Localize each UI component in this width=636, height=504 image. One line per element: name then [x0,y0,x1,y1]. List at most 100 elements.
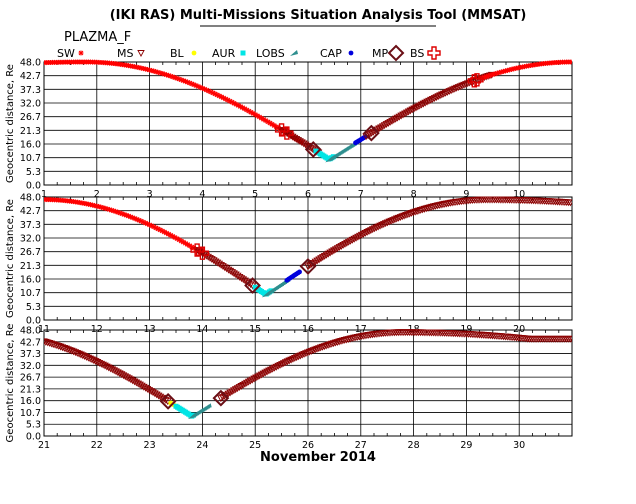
point-ms [428,203,436,211]
point-sw [242,106,248,112]
point-sw [92,203,98,209]
point-sw [178,77,184,83]
point-sw [138,218,144,224]
point-ms [378,221,386,229]
point-sw [140,219,146,225]
point-ms [231,386,240,394]
point-ms [387,217,395,225]
point-ms [292,354,301,362]
point-cap [297,269,302,275]
point-ms [156,393,165,401]
point-ms [414,103,422,111]
point-ms [421,99,429,107]
point-sw [483,74,489,80]
point-ms [326,249,334,257]
point-sw [155,226,161,232]
point-ms [235,384,244,392]
x-tick-label: 23 [144,440,156,451]
point-ms [246,281,255,289]
point-sw [507,67,513,73]
point-ms [423,98,431,106]
point-ms [300,350,308,358]
y-tick-label: 0.0 [26,432,41,443]
point-sw [102,205,108,211]
point-sw [214,92,220,98]
point-ms [272,363,281,371]
point-ms [398,213,407,221]
point-ms [331,246,340,254]
y-tick-label: 32.0 [20,361,41,372]
point-ms [343,239,351,247]
point-ms [330,247,338,255]
point-ms [326,341,334,349]
point-ms [277,126,286,134]
y-tick-label: 16.0 [20,140,41,151]
x-tick-label: 5 [252,189,258,200]
point-sw [189,244,195,250]
point-sw [119,211,125,217]
point-ms [291,355,299,362]
point-ms [388,117,396,125]
point-ms [460,81,468,89]
point-ms [319,254,327,262]
point-ms [316,344,325,352]
y-axis-label: Geocentric distance, Re [5,199,16,318]
y-tick-label: 0.0 [26,181,41,192]
point-ms [279,360,288,368]
legend-marker-aur [240,50,246,56]
y-tick-label: 10.7 [20,408,41,419]
point-ms [458,82,466,90]
legend-marker-bs [427,46,441,60]
point-sw [237,104,243,110]
point-ms [568,335,572,343]
y-tick-label: 10.7 [20,288,41,299]
point-ms [380,122,389,130]
point-ms [241,380,249,388]
point-sw [208,89,214,95]
point-ms [226,389,234,397]
point-ms [151,390,159,398]
crossing-bs [190,243,204,257]
point-ms [399,111,407,119]
point-ms [357,231,366,239]
legend-label-ms: MS [117,47,133,60]
point-ms [382,121,391,129]
point-sw [498,69,504,75]
point-sw [117,210,123,216]
orbit-points [44,59,572,163]
point-ms [413,208,421,216]
point-ms [406,107,415,115]
point-sw [250,110,256,116]
point-ms [254,373,262,381]
point-ms [311,258,320,266]
legend-label-lobs: LOBS [256,47,285,60]
y-tick-label: 48.0 [20,193,41,204]
point-sw [252,112,258,118]
point-sw [144,67,150,73]
point-ms [422,205,431,213]
panel-frame [43,196,573,321]
y-tick-label: 26.7 [20,373,41,384]
point-sw [98,204,104,210]
panel-1: 0.0 5.3 10.7 16.0 21.3 26.7 32.0 37.3 42.7 48.0 1 2… [5,58,573,200]
legend-label-sw: SW [57,47,75,60]
point-ms [425,97,433,105]
point-sw [488,72,494,78]
y-tick-label: 5.3 [26,302,41,313]
legend-marker-cap [348,50,354,56]
point-ms [348,236,357,244]
point-ms [278,361,286,368]
y-tick-label: 21.3 [20,126,41,137]
point-sw [210,90,216,96]
point-ms [396,214,405,221]
point-sw [225,97,231,103]
panel-frame [43,61,573,186]
y-tick-label: 42.7 [20,206,41,217]
point-sw [183,240,189,246]
crossing-bs [280,126,294,140]
figure-title: (IKI RAS) Multi-Missions Situation Analy… [110,8,527,23]
point-ms [402,212,410,219]
x-tick-label: 7 [358,189,364,200]
point-ms [242,379,251,387]
